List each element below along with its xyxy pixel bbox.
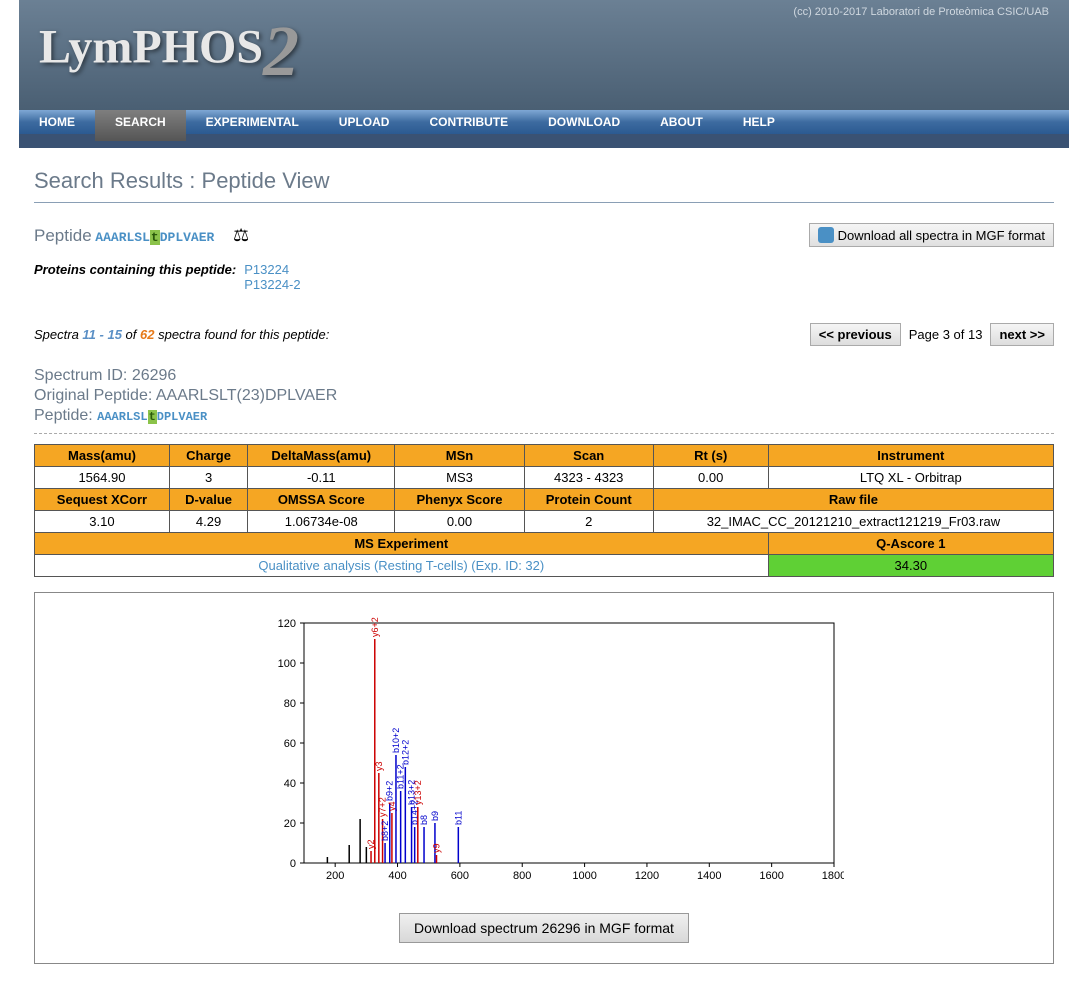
table-header: Mass(amu) [35,445,170,467]
svg-text:b8: b8 [419,815,429,825]
table-header: Phenyx Score [395,489,524,511]
table-cell: 2 [524,511,653,533]
copyright: (cc) 2010-2017 Laboratori de Proteòmica … [793,6,1049,18]
peptide-sequence: AAARLSLtDPLVAER [95,230,214,245]
svg-text:y3: y3 [374,761,384,771]
svg-text:y13+2: y13+2 [413,780,423,805]
peptide-line: Peptide: AAARLSLtDPLVAER [34,407,1054,425]
table-cell: -0.11 [248,467,395,489]
table-cell: 1.06734e-08 [248,511,395,533]
table-cell: 32_IMAC_CC_20121210_extract121219_Fr03.r… [653,511,1053,533]
table-header: MSn [395,445,524,467]
svg-text:120: 120 [278,618,296,630]
table-cell: LTQ XL - Orbitrap [768,467,1053,489]
table-header: Instrument [768,445,1053,467]
svg-text:b11: b11 [453,811,463,825]
table-cell: Qualitative analysis (Resting T-cells) (… [35,555,769,577]
table-cell: 0.00 [653,467,768,489]
table-header: Scan [524,445,653,467]
svg-text:200: 200 [326,870,344,882]
table-cell: 1564.90 [35,467,170,489]
table-header: Charge [169,445,247,467]
svg-text:1000: 1000 [572,870,596,882]
prev-button[interactable]: << previous [810,323,901,346]
proteins-label: Proteins containing this peptide: [34,262,236,292]
table-cell: 0.00 [395,511,524,533]
table-header: D-value [169,489,247,511]
spectrum-chart-box: 0 20 40 60 80 100 120 200 400 600 800 1000 1200 1400 1… [34,592,1054,964]
svg-text:800: 800 [513,870,531,882]
table-header: MS Experiment [35,533,769,555]
page-title: Search Results : Peptide View [34,168,1054,194]
table-header: Rt (s) [653,445,768,467]
svg-text:400: 400 [388,870,406,882]
spectra-count: Spectra 11 - 15 of 62 spectra found for … [34,327,329,342]
svg-text:1800: 1800 [822,870,844,882]
protein-links: P13224P13224-2 [244,262,300,292]
svg-text:1400: 1400 [697,870,721,882]
table-cell: 3.10 [35,511,170,533]
table-cell: 34.30 [768,555,1053,577]
table-header: Raw file [653,489,1053,511]
table-cell: 3 [169,467,247,489]
table-header: Q-Ascore 1 [768,533,1053,555]
svg-text:y6+2: y6+2 [370,617,380,637]
table-header: Sequest XCorr [35,489,170,511]
svg-text:0: 0 [290,858,296,870]
table-header: Protein Count [524,489,653,511]
spectrum-table: Mass(amu)ChargeDeltaMass(amu)MSnScanRt (… [34,444,1054,577]
pager: << previous Page 3 of 13 next >> [810,323,1054,346]
page-indicator: Page 3 of 13 [909,327,983,342]
svg-text:1600: 1600 [759,870,783,882]
svg-text:600: 600 [451,870,469,882]
svg-text:b9+2: b9+2 [385,781,395,801]
download-all-button[interactable]: Download all spectra in MGF format [809,223,1054,247]
protein-link[interactable]: P13224-2 [244,277,300,292]
peptide-label: Peptide [34,226,92,245]
main-nav: HOMESEARCHEXPERIMENTALUPLOADCONTRIBUTEDO… [19,110,1069,148]
svg-text:b12+2: b12+2 [400,740,410,765]
download-spectrum-button[interactable]: Download spectrum 26296 in MGF format [399,913,689,943]
svg-text:b9: b9 [430,811,440,821]
protein-link[interactable]: P13224 [244,262,300,277]
download-icon [818,227,834,243]
svg-text:1200: 1200 [635,870,659,882]
svg-text:80: 80 [284,698,296,710]
logo: LymPHOS2 [39,10,299,93]
next-button[interactable]: next >> [990,323,1054,346]
original-peptide: Original Peptide: AAARLSLT(23)DPLVAER [34,387,1054,405]
table-header: OMSSA Score [248,489,395,511]
table-cell: MS3 [395,467,524,489]
spectrum-id: Spectrum ID: 26296 [34,367,1054,385]
svg-text:60: 60 [284,738,296,750]
svg-text:y9: y9 [432,843,442,853]
svg-text:100: 100 [278,658,296,670]
svg-text:b11+2: b11+2 [396,764,406,789]
svg-text:40: 40 [284,778,296,790]
header: (cc) 2010-2017 Laboratori de Proteòmica … [19,0,1069,110]
table-header: DeltaMass(amu) [248,445,395,467]
balance-icon: ⚖ [233,225,249,245]
table-cell: 4323 - 4323 [524,467,653,489]
table-cell: 4.29 [169,511,247,533]
svg-text:b8+2: b8+2 [380,821,390,841]
spectrum-chart: 0 20 40 60 80 100 120 200 400 600 800 1000 1200 1400 1… [244,613,844,893]
svg-text:20: 20 [284,818,296,830]
